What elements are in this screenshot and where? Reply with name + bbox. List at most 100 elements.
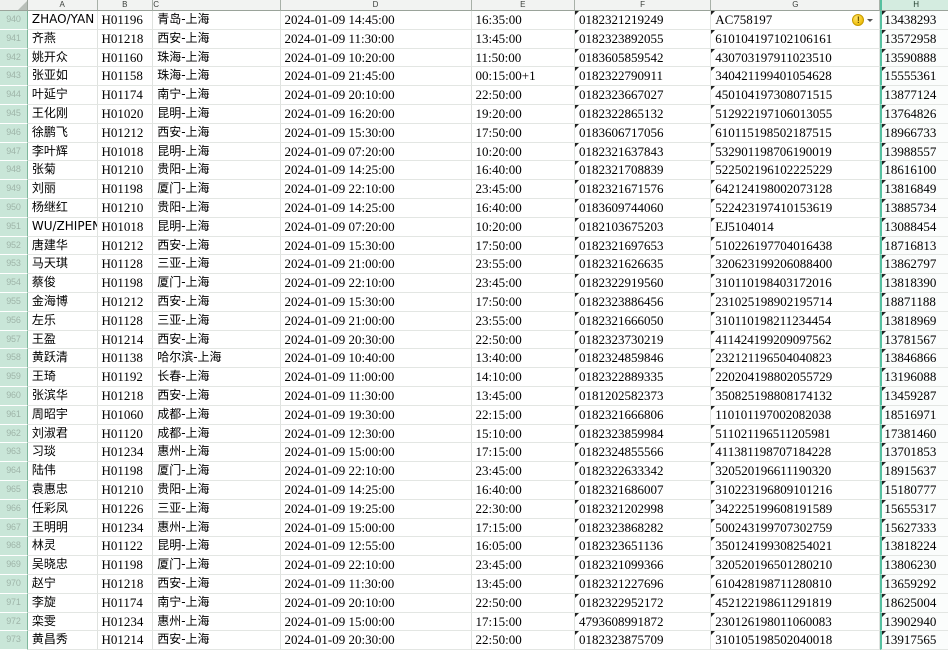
- cell-departure-datetime[interactable]: 2024-01-09 21:45:00: [280, 67, 472, 87]
- cell-arrival-time[interactable]: 17:50:00: [471, 292, 575, 312]
- cell-route[interactable]: 惠州-上海: [153, 518, 281, 538]
- cell-name[interactable]: 姚开众: [27, 48, 98, 68]
- cell-route[interactable]: 西安-上海: [153, 386, 281, 406]
- cell-phone[interactable]: 13196088: [880, 368, 948, 387]
- cell-departure-datetime[interactable]: 2024-01-09 20:30:00: [280, 330, 472, 350]
- cell-phone[interactable]: 18716813: [880, 236, 948, 256]
- table-row[interactable]: 949 刘丽 H01198 厦门-上海 2024-01-09 22:10:00 23:45…: [0, 180, 948, 199]
- table-row[interactable]: 942 姚开众 H01160 珠海-上海 2024-01-09 10:20:00 11:5…: [0, 48, 948, 68]
- cell-ticket-number[interactable]: 0182323875709: [574, 631, 712, 651]
- cell-route[interactable]: 成都-上海: [153, 405, 281, 425]
- table-row[interactable]: 959 王琦 H01192 长春-上海 2024-01-09 11:00:00 14:10…: [0, 368, 948, 387]
- cell-flight-code[interactable]: H01192: [97, 368, 154, 387]
- cell-name[interactable]: 唐建华: [27, 236, 98, 256]
- cell-arrival-time[interactable]: 13:45:00: [471, 29, 575, 49]
- cell-id-number[interactable]: 430703197911023510: [711, 48, 881, 68]
- cell-ticket-number[interactable]: 0181202582373: [574, 386, 712, 406]
- cell-id-number[interactable]: 511021196511205981: [711, 424, 881, 444]
- row-header[interactable]: 969: [0, 556, 28, 575]
- cell-phone[interactable]: 13902940: [880, 612, 948, 632]
- cell-flight-code[interactable]: H01210: [97, 161, 154, 181]
- cell-phone[interactable]: 17381460: [880, 424, 948, 444]
- cell-flight-code[interactable]: H01214: [97, 631, 154, 651]
- cell-name[interactable]: 左乐: [27, 311, 98, 331]
- row-header[interactable]: 956: [0, 311, 28, 331]
- cell-flight-code[interactable]: H01212: [97, 292, 154, 312]
- cell-route[interactable]: 青岛-上海: [153, 11, 281, 30]
- cell-phone[interactable]: 13862797: [880, 255, 948, 275]
- cell-ticket-number[interactable]: 0183606717056: [574, 123, 712, 143]
- cell-ticket-number[interactable]: 0182322952172: [574, 593, 712, 613]
- column-header-a[interactable]: A: [27, 0, 98, 11]
- cell-name[interactable]: 陆伟: [27, 462, 98, 481]
- cell-departure-datetime[interactable]: 2024-01-09 11:30:00: [280, 29, 472, 49]
- row-header[interactable]: 940: [0, 11, 28, 30]
- cell-ticket-number[interactable]: 0183609744060: [574, 198, 712, 218]
- dropdown-caret-icon[interactable]: [867, 18, 874, 22]
- cell-id-number[interactable]: 532901198706190019: [711, 142, 881, 162]
- cell-arrival-time[interactable]: 17:50:00: [471, 123, 575, 143]
- cell-flight-code[interactable]: H01198: [97, 274, 154, 293]
- warning-exclamation-icon[interactable]: [852, 14, 865, 26]
- cell-ticket-number[interactable]: 0182321686007: [574, 480, 712, 500]
- cell-route[interactable]: 昆明-上海: [153, 217, 281, 237]
- table-row[interactable]: 958 黄跃清 H01138 哈尔滨-上海 2024-01-09 10:40:00 13:…: [0, 349, 948, 369]
- table-row[interactable]: 944 叶延宁 H01174 南宁-上海 2024-01-09 20:10:00 22:5…: [0, 86, 948, 105]
- row-header[interactable]: 970: [0, 574, 28, 594]
- cell-ticket-number[interactable]: 0182324855566: [574, 443, 712, 463]
- cell-name[interactable]: 蔡俊: [27, 274, 98, 293]
- cell-departure-datetime[interactable]: 2024-01-09 22:10:00: [280, 274, 472, 293]
- row-header[interactable]: 957: [0, 330, 28, 350]
- table-row[interactable]: 954 蔡俊 H01198 厦门-上海 2024-01-09 22:10:00 23:45…: [0, 274, 948, 293]
- cell-departure-datetime[interactable]: 2024-01-09 19:25:00: [280, 499, 472, 519]
- cell-phone[interactable]: 18625004: [880, 593, 948, 613]
- table-row[interactable]: 962 刘淑君 H01120 成都-上海 2024-01-09 12:30:00 15:1…: [0, 424, 948, 444]
- row-header[interactable]: 959: [0, 368, 28, 387]
- column-header-f[interactable]: F: [574, 0, 712, 11]
- table-row[interactable]: 955 金海博 H01212 西安-上海 2024-01-09 15:30:00 17:5…: [0, 292, 948, 312]
- cell-route[interactable]: 西安-上海: [153, 330, 281, 350]
- cell-ticket-number[interactable]: 0182323730219: [574, 330, 712, 350]
- row-header[interactable]: 951: [0, 217, 28, 237]
- cell-id-number[interactable]: 310105198502040018: [711, 631, 881, 651]
- row-header[interactable]: 950: [0, 198, 28, 218]
- cell-ticket-number[interactable]: 0182322919560: [574, 274, 712, 293]
- cell-name[interactable]: 齐燕: [27, 29, 98, 49]
- cell-arrival-time[interactable]: 17:15:00: [471, 518, 575, 538]
- cell-id-number[interactable]: 232121196504040823: [711, 349, 881, 369]
- cell-flight-code[interactable]: H01218: [97, 574, 154, 594]
- cell-id-number[interactable]: 320623199206088400: [711, 255, 881, 275]
- cell-ticket-number[interactable]: 0182323651136: [574, 537, 712, 557]
- row-header[interactable]: 954: [0, 274, 28, 293]
- row-header[interactable]: 973: [0, 631, 28, 651]
- cell-ticket-number[interactable]: 0182322889335: [574, 368, 712, 387]
- row-header[interactable]: 944: [0, 86, 28, 105]
- cell-arrival-time[interactable]: 16:05:00: [471, 537, 575, 557]
- row-header[interactable]: 952: [0, 236, 28, 256]
- cell-name[interactable]: 栾雯: [27, 612, 98, 632]
- cell-flight-code[interactable]: H01210: [97, 198, 154, 218]
- cell-flight-code[interactable]: H01198: [97, 462, 154, 481]
- cell-name[interactable]: 王盈: [27, 330, 98, 350]
- cell-route[interactable]: 厦门-上海: [153, 180, 281, 199]
- cell-flight-code[interactable]: H01122: [97, 537, 154, 557]
- cell-phone[interactable]: 18516971: [880, 405, 948, 425]
- cell-flight-code[interactable]: H01234: [97, 443, 154, 463]
- column-header-d[interactable]: D: [280, 0, 472, 11]
- cell-ticket-number[interactable]: 0183605859542: [574, 48, 712, 68]
- cell-flight-code[interactable]: H01212: [97, 123, 154, 143]
- cell-flight-code[interactable]: H01138: [97, 349, 154, 369]
- cell-ticket-number[interactable]: 0182321697653: [574, 236, 712, 256]
- cell-arrival-time[interactable]: 23:55:00: [471, 255, 575, 275]
- cell-phone[interactable]: 18616100: [880, 161, 948, 181]
- cell-flight-code[interactable]: H01234: [97, 518, 154, 538]
- cell-ticket-number[interactable]: 0182323892055: [574, 29, 712, 49]
- row-header[interactable]: 971: [0, 593, 28, 613]
- cell-phone[interactable]: 15555361: [880, 67, 948, 87]
- cell-ticket-number[interactable]: 0182321637843: [574, 142, 712, 162]
- cell-id-number[interactable]: 512922197106013055: [711, 104, 881, 124]
- cell-ticket-number[interactable]: 0182323868282: [574, 518, 712, 538]
- cell-name[interactable]: 王明明: [27, 518, 98, 538]
- cell-route[interactable]: 珠海-上海: [153, 67, 281, 87]
- table-row[interactable]: 968 林灵 H01122 昆明-上海 2024-01-09 12:55:00 16:05…: [0, 537, 948, 557]
